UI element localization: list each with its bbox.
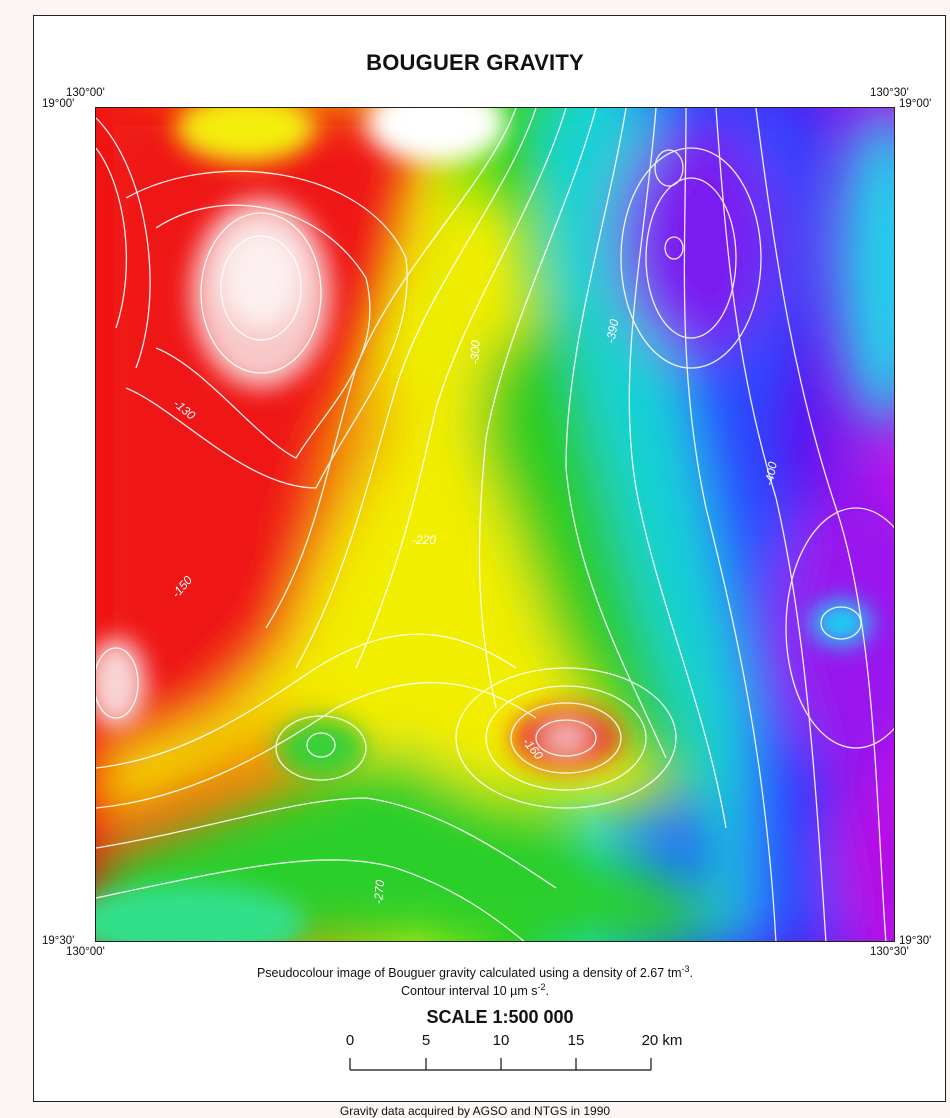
contour-label-400: -400 [762,460,780,486]
caption-line-2: Contour interval 10 µm s-2. [0,982,950,998]
scale-tick-label-5: 5 [421,1032,431,1049]
contour-label-390: -390 [603,318,621,344]
bouguer-gravity-image: -130 -150 -220 -300 -390 -400 -160 -270 [95,107,895,942]
bottom-left-longitude: 130°00' [66,946,105,958]
caption-interval-exponent: -2 [537,982,546,992]
contour-lines [96,108,894,941]
caption-density-exponent: -3 [681,964,690,974]
contour-label-220: -220 [412,533,436,547]
bottom-left-latitude: 19°30' [42,935,75,947]
caption-line-1: Pseudocolour image of Bouguer gravity ca… [0,964,950,980]
scale-tick-label-0: 0 [345,1032,355,1049]
data-source-note: Gravity data acquired by AGSO and NTGS i… [339,1104,611,1118]
top-right-longitude: 130°30' [870,87,909,99]
contour-label-300: -300 [468,340,483,365]
scale-tick-label-20: 20 km [641,1032,683,1049]
bottom-right-longitude: 130°30' [870,946,909,958]
caption-density-text: Pseudocolour image of Bouguer gravity ca… [256,966,682,981]
scale-title: SCALE 1:500 000 [426,1007,574,1027]
caption-interval-text: Contour interval 10 µm s [401,984,538,999]
map-title: BOUGUER GRAVITY [366,50,584,75]
contour-label-270: -270 [371,879,387,904]
bottom-right-latitude: 19°30' [899,935,932,947]
caption-density-period: . [689,966,694,981]
scale-tick-label-10: 10 [492,1032,510,1049]
top-right-latitude: 19°00' [899,98,932,110]
scale-bar [349,1058,652,1071]
top-left-longitude: 130°00' [66,87,105,99]
caption-interval-period: . [545,984,549,999]
top-left-latitude: 19°00' [42,98,75,110]
scale-tick-label-15: 15 [567,1032,585,1049]
